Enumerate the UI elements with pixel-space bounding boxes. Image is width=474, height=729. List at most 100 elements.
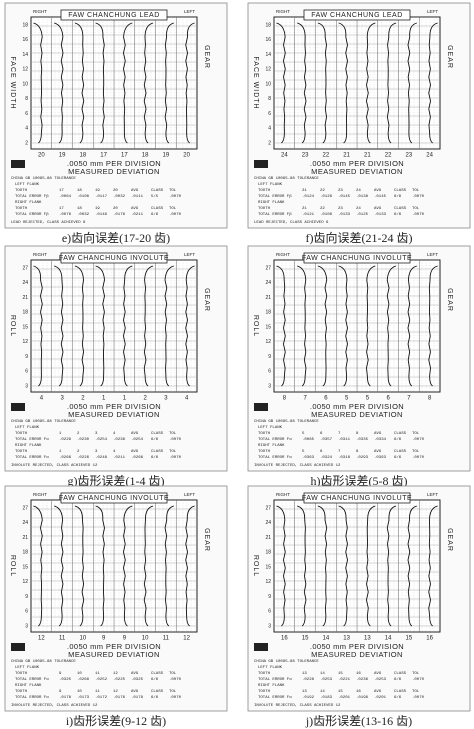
tooth-label: 12 — [183, 636, 190, 642]
tooth-label: 11 — [163, 636, 170, 642]
tooth-label: 1 — [123, 396, 127, 402]
logo — [254, 160, 268, 168]
table-cell: .0070 — [412, 195, 425, 199]
table-cell: AVG — [374, 450, 382, 454]
y-tick-label: 9 — [25, 354, 28, 360]
tooth-label: 13 — [343, 636, 350, 642]
table-cell: 20 — [113, 189, 118, 193]
table-cell: CLASS — [394, 450, 407, 454]
table-cell: .0178 — [59, 696, 72, 700]
table-cell: 6/6 — [394, 677, 402, 682]
table-cell: 21 — [302, 207, 307, 211]
trace — [185, 22, 195, 144]
table-cell: TOOTH — [258, 207, 271, 211]
trace — [185, 265, 195, 387]
right-label: GEAR — [446, 528, 453, 552]
table-cell: .0226 — [77, 456, 90, 460]
table-cell: .0266 — [59, 456, 72, 460]
table-cell: 6/6 — [394, 455, 402, 460]
y-tick-label: 3 — [25, 383, 28, 389]
trace — [74, 22, 85, 144]
table-cell: .0176 — [113, 696, 126, 700]
table-cell: 15 — [338, 672, 343, 676]
table-cell: LEFT FLANK — [15, 666, 40, 670]
table-cell: TOL — [412, 432, 420, 436]
table-cell: RIGHT FLANK — [258, 684, 285, 688]
table-cell: 6/6 — [394, 437, 402, 442]
table-cell: .0236 — [113, 438, 126, 442]
footer: INVOLUTE REJECTED, CLASS ACHIEVED 12 — [11, 704, 98, 708]
table-cell: TOL — [412, 672, 420, 676]
table-cell: TOTAL ERROR Fβ — [258, 194, 292, 199]
table-cell: AVG — [131, 672, 139, 676]
y-tick-label: 15 — [265, 324, 271, 330]
corner-left: RIGHT — [33, 252, 47, 257]
table-cell: .0070 — [412, 438, 425, 442]
y-tick-label: 24 — [22, 280, 28, 286]
trace — [276, 265, 286, 387]
tooth-label: 3 — [60, 396, 64, 402]
tooth-label: 10 — [80, 636, 87, 642]
table-cell: 12 — [113, 672, 118, 676]
right-label: GEAR — [446, 288, 453, 312]
y-tick-label: 4 — [268, 126, 271, 132]
tooth-label: 4 — [40, 396, 44, 402]
tooth-label: 11 — [59, 636, 66, 642]
tooth-label: 7 — [407, 396, 411, 402]
table-cell: 6/6 — [151, 677, 159, 682]
right-label: GEAR — [446, 45, 453, 69]
table-cell: TOTAL ERROR Fα — [15, 678, 49, 682]
tolerance: CHINA GB 10095-88 TOLERANCE — [254, 177, 319, 181]
trace — [428, 22, 438, 144]
corner-right: LEFT — [427, 252, 438, 257]
table-cell: 11 — [95, 690, 100, 694]
logo — [254, 403, 268, 411]
trace — [33, 22, 43, 144]
y-tick-label: 24 — [22, 520, 28, 526]
table-cell: TOOTH — [15, 672, 28, 676]
table-cell: .0121 — [302, 213, 315, 217]
trace — [428, 265, 438, 387]
tooth-label: 15 — [406, 636, 413, 642]
right-label: GEAR — [203, 288, 210, 312]
tolerance: CHINA GB 10095-88 TOLERANCE — [254, 420, 319, 424]
y-tick-label: 21 — [22, 295, 28, 301]
tooth-label: 13 — [364, 636, 371, 642]
table-cell: .0196 — [356, 696, 369, 700]
table-cell: TOOTH — [258, 432, 271, 436]
table-cell: 24 — [356, 189, 361, 193]
y-tick-label: 16 — [265, 37, 271, 43]
table-cell: .0324 — [320, 456, 333, 460]
table-cell: TOL — [169, 189, 177, 193]
y-tick-label: 24 — [265, 520, 271, 526]
table-cell: .0201 — [338, 696, 351, 700]
table-cell: TOOTH — [258, 672, 271, 676]
table-cell: .0117 — [95, 195, 108, 199]
y-tick-label: 27 — [265, 505, 271, 511]
scale: .0050 mm PER DIVISION — [310, 159, 404, 168]
logo — [11, 643, 25, 651]
corner-left: RIGHT — [33, 9, 47, 14]
logo — [11, 160, 25, 168]
table-cell: LEFT FLANK — [15, 426, 40, 430]
table-cell: TOOTH — [258, 690, 271, 694]
table-cell: 11 — [95, 672, 100, 676]
table-cell: .0230 — [77, 438, 90, 442]
trace — [123, 505, 133, 627]
table-cell: .0173 — [77, 696, 90, 700]
header: FAW CHANCHUNG INVOLUTE — [59, 495, 169, 502]
y-tick-label: 16 — [22, 37, 28, 43]
table-cell: 6/6 — [394, 194, 402, 199]
caption: g)齿形误差(1-4 齿) — [68, 474, 165, 488]
trace — [95, 505, 105, 627]
table-cell: .0070 — [412, 213, 425, 217]
y-tick-label: 12 — [22, 67, 28, 73]
table-cell: .0076 — [59, 213, 72, 217]
trace — [143, 22, 154, 144]
table-cell: AVG — [131, 207, 139, 211]
table-cell: AVG — [374, 189, 382, 193]
table-cell: TOTAL ERROR Fα — [15, 456, 49, 460]
y-tick-label: 6 — [25, 111, 28, 117]
table-cell: LEFT FLANK — [258, 666, 283, 670]
y-tick-label: 18 — [265, 550, 271, 556]
